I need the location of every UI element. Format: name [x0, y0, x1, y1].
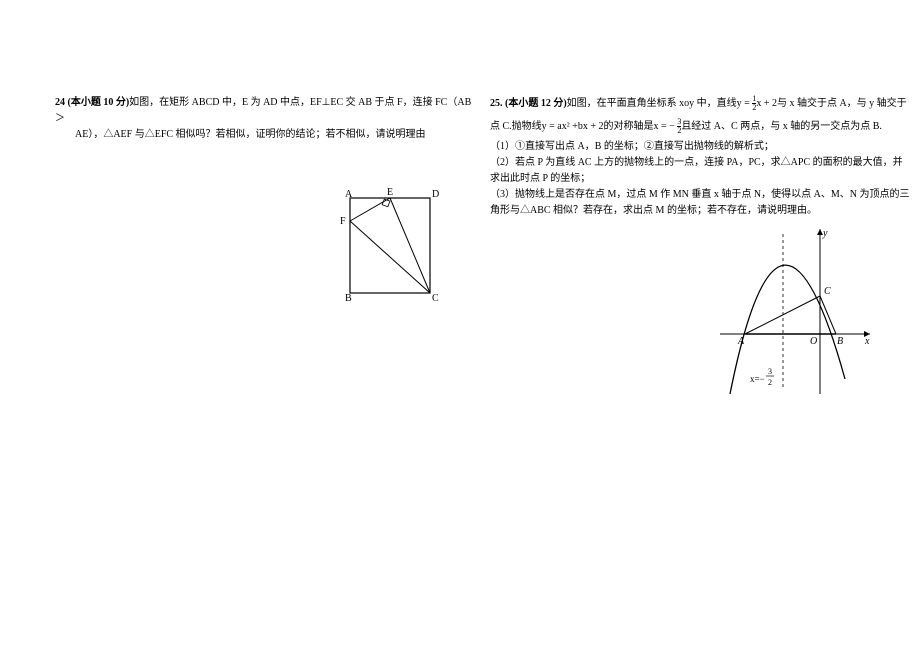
problem-25-number: 25. — [490, 98, 503, 109]
label-b2: B — [837, 336, 843, 347]
problem-24: 24 (本小题 10 分)如图，在矩形 ABCD 中，E 为 AD 中点，EF⊥… — [55, 95, 475, 303]
label-o: O — [810, 336, 817, 347]
p25-part2: （2）若点 P 为直线 AC 上方的抛物线上的一点，连接 PA，PC，求△APC… — [490, 155, 910, 187]
p25-l2a: 点 C.抛物线y = ax² +bx + 2的对称轴是x = − — [490, 121, 677, 132]
problem-25-weight: (本小题 12 分) — [505, 98, 567, 109]
p25-l2b: 且经过 A、C 两点，与 x 轴的另一交点为点 B. — [681, 121, 882, 132]
problem-25: 25. (本小题 12 分)如图，在平面直角坐标系 xoy 中，直线y = 12… — [490, 95, 910, 394]
label-e: E — [387, 187, 393, 198]
problem-25-text: 25. (本小题 12 分)如图，在平面直角坐标系 xoy 中，直线y = 12… — [490, 95, 910, 219]
p25-l1b: x + 2与 x 轴交于点 A，与 y 轴交于 — [756, 98, 906, 109]
p25-part1: （1）①直接写出点 A，B 的坐标；②直接写出抛物线的解析式； — [490, 139, 910, 155]
p25-part3: （3）抛物线上是否存在点 M，过点 M 作 MN 垂直 x 轴于点 N，使得以点… — [490, 187, 910, 219]
p25-l1a: 如图，在平面直角坐标系 xoy 中，直线y = — [567, 98, 753, 109]
label-c2: C — [824, 286, 831, 297]
label-x: x — [864, 336, 870, 347]
label-b: B — [345, 293, 352, 303]
label-c: C — [432, 293, 439, 303]
axis-frac-d: 2 — [768, 378, 772, 387]
problem-24-text: 24 (本小题 10 分)如图，在矩形 ABCD 中，E 为 AD 中点，EF⊥… — [55, 95, 475, 143]
problem-24-line2: AE），△AEF 与△EFC 相似吗？若相似，证明你的结论；若不相似，请说明理由 — [55, 127, 475, 143]
label-y: y — [822, 228, 828, 239]
label-a2: A — [737, 336, 745, 347]
axis-label: x=− — [750, 374, 765, 384]
axis-frac: 3 2 — [766, 367, 774, 387]
problem-24-figure: A D B C E F — [335, 183, 445, 303]
label-a: A — [345, 189, 353, 200]
problem-24-number: 24 — [55, 97, 65, 108]
label-d: D — [432, 189, 439, 200]
label-f: F — [340, 216, 346, 227]
axis-frac-n: 3 — [768, 367, 772, 376]
problem-24-weight: (本小题 10 分) — [68, 97, 130, 108]
problem-25-figure: y x O A B C x=− 3 2 — [720, 224, 880, 394]
